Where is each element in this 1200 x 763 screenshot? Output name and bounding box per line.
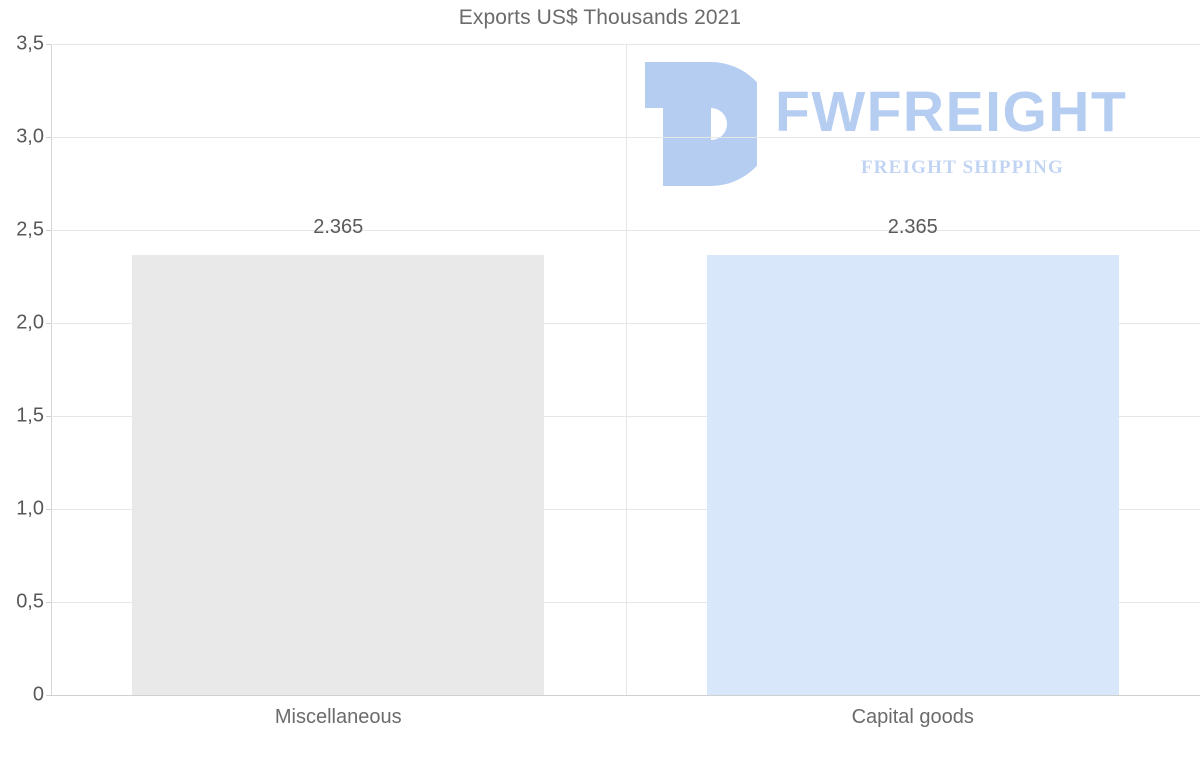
y-axis-tick-mark bbox=[46, 323, 52, 324]
y-axis-tick-label: 1,0 bbox=[16, 497, 44, 520]
y-axis-tick-mark bbox=[46, 695, 52, 696]
y-axis-tick-mark bbox=[46, 416, 52, 417]
bar-2[interactable] bbox=[707, 255, 1119, 695]
y-axis-tick-label: 3,0 bbox=[16, 125, 44, 148]
y-axis: 3,5 3,0 2,5 2,0 1,5 1,0 0,5 0 bbox=[0, 0, 52, 763]
gridline bbox=[51, 323, 1200, 324]
gridline bbox=[51, 695, 1200, 696]
gridline bbox=[51, 509, 1200, 510]
chart-title: Exports US$ Thousands 2021 bbox=[458, 6, 742, 29]
y-axis-tick-label: 1,5 bbox=[16, 404, 44, 427]
gridline bbox=[51, 230, 1200, 231]
bar-1[interactable] bbox=[132, 255, 544, 695]
x-axis-category-label: Miscellaneous bbox=[274, 706, 402, 728]
gridline bbox=[51, 416, 1200, 417]
y-axis-tick-mark bbox=[46, 602, 52, 603]
y-axis-tick-label: 0,5 bbox=[16, 590, 44, 613]
bar-value-label: 2.365 bbox=[887, 216, 938, 239]
gridline bbox=[51, 44, 1200, 45]
y-axis-tick-label: 3,5 bbox=[16, 32, 44, 55]
bar-value-label: 2.365 bbox=[313, 216, 364, 239]
y-axis-tick-mark bbox=[46, 44, 52, 45]
y-axis-line bbox=[51, 44, 52, 696]
y-axis-tick-mark bbox=[46, 137, 52, 138]
gridline bbox=[51, 137, 1200, 138]
vertical-gridline bbox=[626, 44, 627, 695]
y-axis-tick-label: 2,5 bbox=[16, 218, 44, 241]
plot-area: 2.365 2.365 bbox=[51, 44, 1200, 696]
y-axis-tick-mark bbox=[46, 509, 52, 510]
gridline bbox=[51, 602, 1200, 603]
y-axis-tick-mark bbox=[46, 230, 52, 231]
y-axis-tick-label: 2,0 bbox=[16, 311, 44, 334]
y-axis-tick-label: 0 bbox=[32, 683, 44, 706]
x-axis-category-label: Capital goods bbox=[851, 706, 974, 728]
